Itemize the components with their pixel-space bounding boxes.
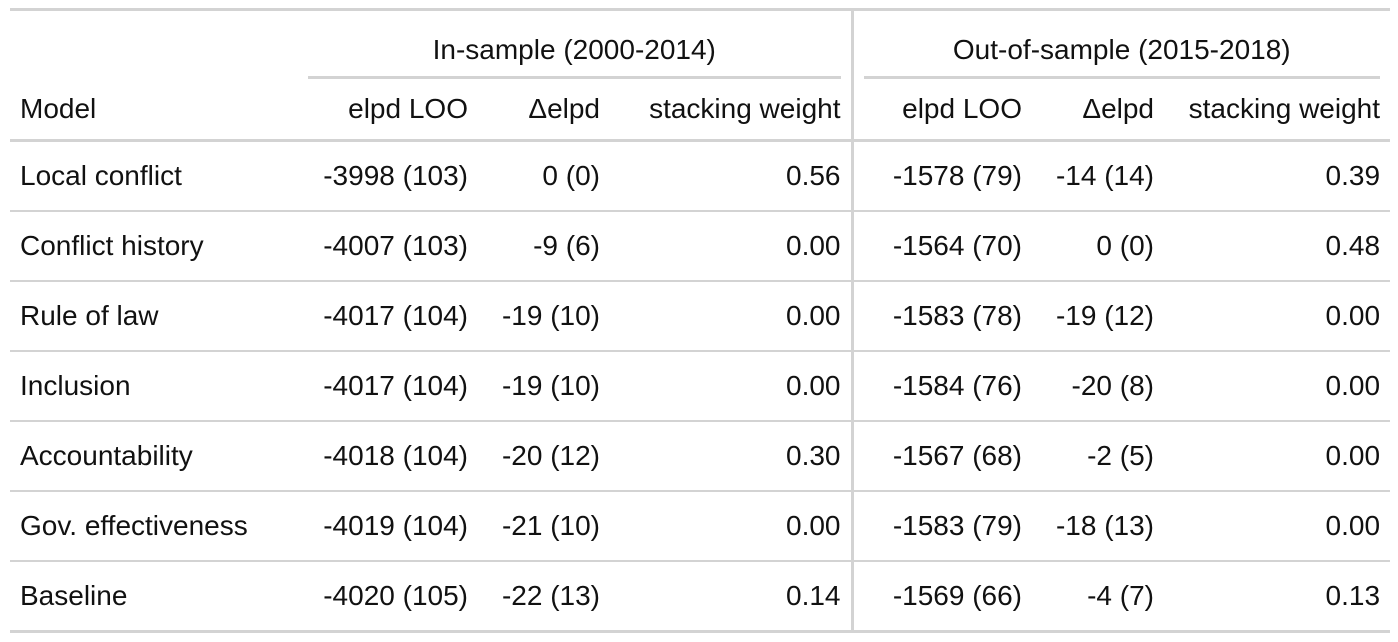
- cell-in-weight: 0.00: [610, 490, 854, 561]
- cell-in-weight: 0.00: [610, 210, 854, 281]
- cell-out-delta: -18 (13): [1032, 490, 1164, 561]
- cell-in-elpd: -4007 (103): [298, 210, 478, 281]
- table-row: Conflict history -4007 (103) -9 (6) 0.00 -15…: [10, 210, 1391, 281]
- spanner-header-row: In-sample (2000-2014) Out-of-sample (201…: [10, 9, 1390, 80]
- cell-model: Rule of law: [10, 280, 298, 351]
- cell-model: Local conflict: [20, 160, 182, 191]
- column-header-in-weight: stacking weight: [610, 79, 854, 142]
- cell-in-elpd: -3998 (103): [323, 160, 468, 191]
- spanner-in-sample: In-sample (2000-2014): [298, 9, 854, 79]
- cell-out-weight: 0.00: [1164, 280, 1391, 351]
- cell-in-delta: -20 (12): [478, 420, 610, 491]
- column-header-in-elpd: elpd LOO: [298, 79, 478, 142]
- spanner-empty: [10, 10, 298, 80]
- cell-in-delta: -22 (13): [478, 560, 610, 632]
- cell-out-weight: 0.00: [1164, 490, 1391, 561]
- cell-out-delta: -4 (7): [1032, 560, 1164, 632]
- column-header-model: Model: [10, 79, 298, 142]
- column-header-out-elpd: elpd LOO: [852, 79, 1032, 142]
- table-row: Gov. effectiveness -4019 (104) -21 (10) 0.0…: [10, 490, 1391, 561]
- cell-in-elpd: -4018 (104): [298, 420, 478, 491]
- table-row: Baseline -4020 (105) -22 (13) 0.14 -1569 (66…: [10, 560, 1391, 632]
- cell-out-delta: -19 (12): [1032, 280, 1164, 351]
- cell-in-elpd: -4017 (104): [298, 280, 478, 351]
- cell-out-weight: 0.39: [1325, 160, 1381, 191]
- cell-out-elpd: -1569 (66): [852, 560, 1032, 632]
- cell-out-weight: 0.13: [1164, 560, 1391, 632]
- cell-in-weight: 0.00: [610, 280, 854, 351]
- cell-out-weight: 0.00: [1164, 350, 1391, 421]
- cell-out-delta: -14 (14): [1055, 160, 1154, 191]
- cell-model: Conflict history: [10, 210, 298, 281]
- cell-out-weight: 0.00: [1164, 420, 1391, 491]
- cell-in-weight: 0.14: [610, 560, 854, 632]
- cell-model: Accountability: [10, 420, 298, 491]
- cell-model: Baseline: [10, 560, 298, 632]
- spanner-in-sample-label: In-sample (2000-2014): [308, 34, 841, 79]
- cell-in-elpd: -4019 (104): [298, 490, 478, 561]
- cell-out-delta: 0 (0): [1032, 210, 1164, 281]
- table-row: Accountability -4018 (104) -20 (12) 0.30 -15…: [10, 420, 1391, 491]
- cell-out-elpd: -1583 (79): [852, 490, 1032, 561]
- cell-out-delta: -2 (5): [1032, 420, 1164, 491]
- cell-out-elpd: -1564 (70): [852, 210, 1032, 281]
- model-comparison-table: In-sample (2000-2014) Out-of-sample (201…: [10, 8, 1391, 633]
- cell-out-delta: -20 (8): [1032, 350, 1164, 421]
- cell-out-weight: 0.48: [1164, 210, 1391, 281]
- spanner-out-of-sample: Out-of-sample (2015-2018): [852, 10, 1390, 79]
- cell-out-elpd: -1584 (76): [852, 350, 1032, 421]
- column-header-row: Model elpd LOO Δelpd stacking weight elp…: [10, 79, 1391, 142]
- cell-model: Inclusion: [10, 350, 298, 421]
- cell-in-delta: -19 (10): [478, 350, 610, 421]
- column-header-out-delta: Δelpd: [1032, 79, 1164, 142]
- cell-in-delta: -9 (6): [478, 210, 610, 281]
- table-row: Local conflict -3998 (103) 0 (0) 0.56 -1578 …: [10, 140, 1390, 211]
- table-row: Rule of law -4017 (104) -19 (10) 0.00 -1583 …: [10, 280, 1391, 351]
- cell-out-elpd: -1567 (68): [852, 420, 1032, 491]
- cell-model: Gov. effectiveness: [10, 490, 298, 561]
- cell-in-delta: -21 (10): [478, 490, 610, 561]
- column-header-in-delta: Δelpd: [478, 79, 610, 142]
- cell-in-weight: 0.56: [610, 140, 854, 211]
- cell-in-weight: 0.30: [610, 420, 854, 491]
- cell-in-elpd: -4020 (105): [298, 560, 478, 632]
- column-header-out-weight: stacking weight: [1164, 79, 1391, 142]
- cell-in-delta: 0 (0): [542, 160, 600, 191]
- cell-out-elpd: -1578 (79): [892, 160, 1022, 191]
- cell-in-weight: 0.00: [610, 350, 854, 421]
- table-row: Inclusion -4017 (104) -19 (10) 0.00 -1584 (7…: [10, 350, 1391, 421]
- cell-in-elpd: -4017 (104): [298, 350, 478, 421]
- spanner-out-of-sample-label: Out-of-sample (2015-2018): [863, 34, 1381, 79]
- cell-out-elpd: -1583 (78): [852, 280, 1032, 351]
- table-body: Local conflict -3998 (103) 0 (0) 0.56 -1578 …: [10, 140, 1391, 632]
- cell-in-delta: -19 (10): [478, 280, 610, 351]
